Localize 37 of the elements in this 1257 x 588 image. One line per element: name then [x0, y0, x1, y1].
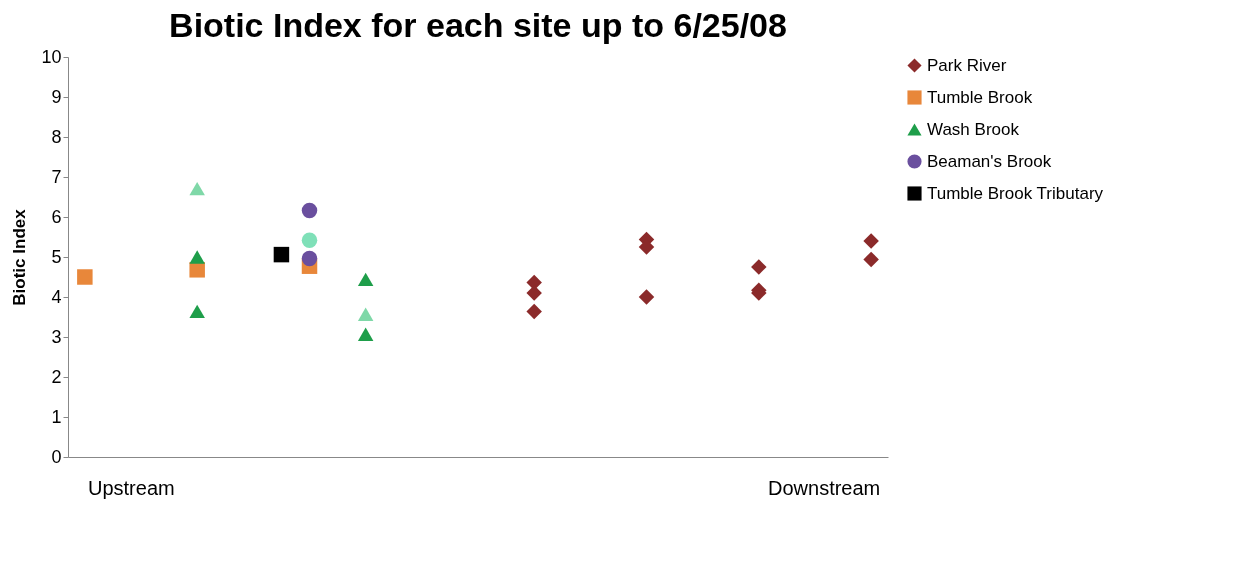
- legend-label: Wash Brook: [927, 119, 1020, 139]
- point: [189, 250, 205, 264]
- legend-label: Tumble Brook: [927, 87, 1033, 107]
- point: [77, 269, 93, 285]
- y-tick-label: 4: [51, 286, 62, 307]
- y-tick-label: 2: [51, 366, 62, 387]
- point: [526, 303, 542, 320]
- text: Upstream: [88, 477, 175, 499]
- point: [751, 259, 767, 275]
- chart-title: Biotic Index for each site up to 6/25/08: [169, 6, 787, 44]
- y-tick-label: 3: [51, 326, 62, 347]
- y-tick-label: 7: [51, 166, 62, 187]
- point: [301, 232, 318, 248]
- y-tick-label: 9: [51, 86, 62, 107]
- legend-label: Beaman's Brook: [927, 151, 1052, 171]
- point: [301, 250, 318, 267]
- point: [357, 327, 374, 341]
- point: [357, 307, 374, 321]
- y-tick-label: 5: [51, 246, 62, 267]
- point: [189, 181, 205, 196]
- y-tick-label: 8: [51, 126, 62, 147]
- text: Downstream: [768, 477, 881, 499]
- legend-label: Park River: [927, 55, 1007, 75]
- point: [189, 304, 205, 319]
- legend-label: Tumble Brook Tributary: [927, 183, 1104, 203]
- point: [273, 246, 290, 263]
- y-axis-title: Biotic Index: [10, 208, 30, 306]
- point: [863, 251, 879, 268]
- point: [526, 285, 542, 301]
- y-tick-label: 0: [51, 446, 62, 467]
- point: [301, 202, 318, 219]
- y-tick-label: 6: [51, 206, 62, 227]
- point: [863, 233, 879, 249]
- point: [357, 272, 374, 287]
- y-tick-label: 10: [41, 46, 62, 67]
- y-tick-label: 1: [51, 406, 62, 427]
- point: [638, 289, 655, 305]
